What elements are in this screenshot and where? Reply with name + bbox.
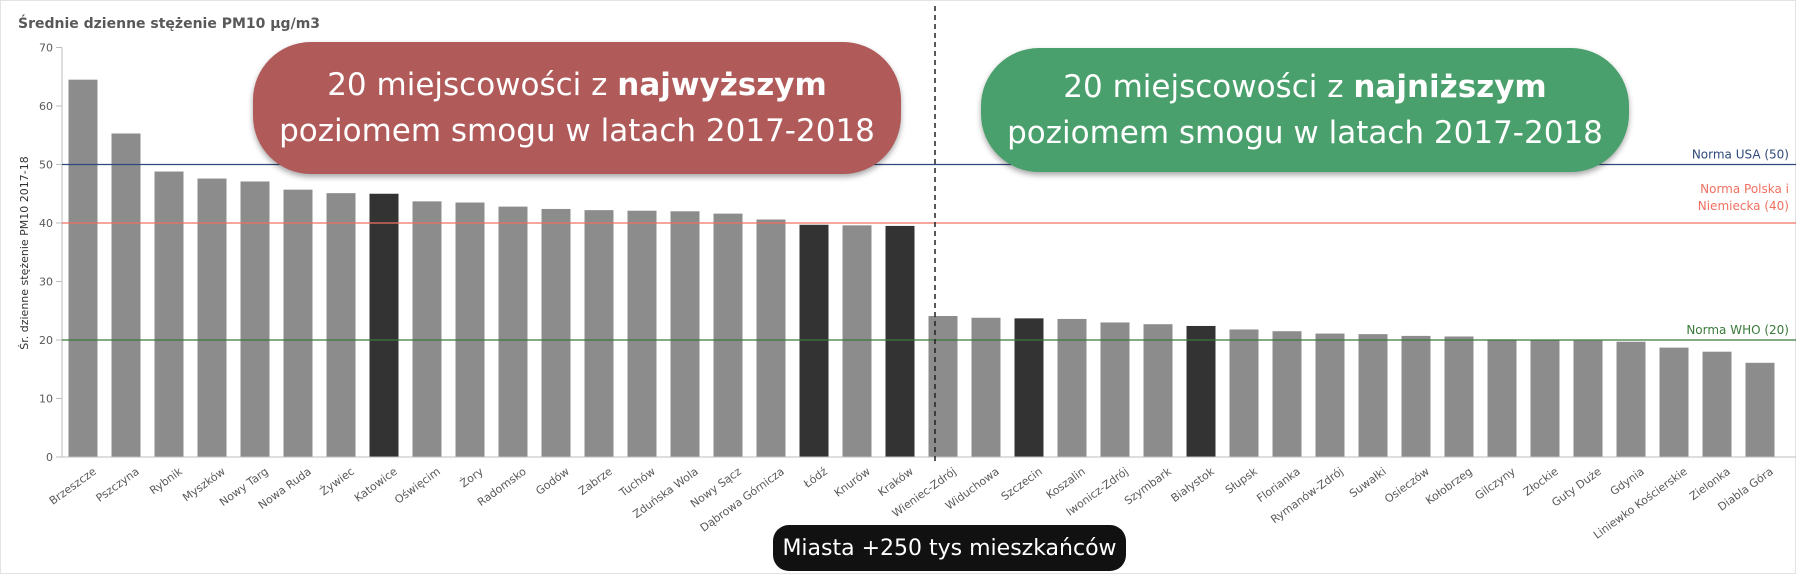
y-tick-label: 50 bbox=[39, 159, 53, 172]
bar bbox=[455, 202, 485, 457]
bar bbox=[1702, 351, 1732, 457]
bar bbox=[154, 171, 184, 457]
y-tick-label: 30 bbox=[39, 276, 53, 289]
bar bbox=[1186, 325, 1216, 457]
x-tick-label: Żory bbox=[458, 465, 487, 491]
bar bbox=[541, 208, 571, 457]
bar bbox=[1100, 322, 1130, 457]
callout-highest-post: poziomem smogu w latach 2017-2018 bbox=[279, 113, 875, 149]
x-tick-label: Gdynia bbox=[1608, 465, 1647, 498]
x-tick-label: Katowice bbox=[352, 465, 400, 505]
bar bbox=[1487, 339, 1517, 457]
bar bbox=[283, 189, 313, 457]
bar bbox=[1745, 362, 1775, 457]
x-tick-label: Pszczyna bbox=[94, 465, 142, 505]
x-tick-label: Kołobrzeg bbox=[1423, 465, 1475, 507]
bar bbox=[1573, 340, 1603, 457]
city-filter-pill: Miasta +250 tys mieszkańców bbox=[773, 525, 1126, 571]
reference-line-label: Niemiecka (40) bbox=[1698, 199, 1789, 213]
bar bbox=[1530, 340, 1560, 457]
bar bbox=[971, 317, 1001, 457]
bar bbox=[240, 181, 270, 457]
x-tick-label: Zabrze bbox=[576, 465, 615, 498]
y-tick-label: 20 bbox=[39, 334, 53, 347]
chart-title: Średnie dzienne stężenie PM10 µg/m3 bbox=[18, 16, 321, 32]
bar bbox=[756, 219, 786, 457]
bar bbox=[111, 133, 141, 457]
x-tick-label: Słupsk bbox=[1223, 465, 1260, 497]
callout-lowest-pre: 20 miejscowości z bbox=[1063, 69, 1354, 105]
reference-line-label: Norma WHO (20) bbox=[1686, 323, 1789, 337]
bar bbox=[1401, 335, 1431, 457]
x-tick-label: Żywiec bbox=[318, 465, 357, 498]
bar bbox=[713, 213, 743, 457]
y-tick-label: 40 bbox=[39, 217, 53, 230]
bar bbox=[1616, 341, 1646, 457]
y-tick-label: 10 bbox=[39, 393, 53, 406]
callout-lowest-text: 20 miejscowości z najniższym poziomem sm… bbox=[981, 64, 1629, 156]
bar bbox=[584, 210, 614, 457]
bar bbox=[1315, 333, 1345, 457]
y-tick-label: 70 bbox=[39, 42, 53, 55]
callout-highest-text: 20 miejscowości z najwyższym poziomem sm… bbox=[253, 62, 901, 154]
y-tick-label: 0 bbox=[46, 451, 53, 464]
x-tick-label: Gilczyny bbox=[1473, 465, 1519, 503]
x-tick-label: Rybnik bbox=[147, 465, 185, 498]
reference-line-label: Norma USA (50) bbox=[1692, 148, 1789, 162]
callout-lowest-bold: najniższym bbox=[1353, 69, 1547, 105]
x-tick-label: Knurów bbox=[832, 465, 873, 500]
bar bbox=[885, 225, 915, 457]
callout-highest-pre: 20 miejscowości z bbox=[327, 67, 618, 103]
bar bbox=[68, 79, 98, 458]
bar bbox=[326, 193, 356, 458]
bar bbox=[670, 211, 700, 457]
x-tick-label: Białystok bbox=[1169, 465, 1218, 505]
bar bbox=[627, 210, 657, 457]
bar bbox=[1444, 336, 1474, 457]
bar bbox=[498, 206, 528, 457]
bar bbox=[1659, 347, 1689, 457]
y-tick-label: 60 bbox=[39, 100, 53, 113]
bar bbox=[1143, 324, 1173, 457]
bar bbox=[928, 316, 958, 457]
x-tick-label: Łódź bbox=[801, 465, 830, 491]
bar bbox=[1272, 331, 1302, 457]
x-tick-label: Brzeszcze bbox=[47, 465, 99, 508]
x-tick-label: Rymanów-Zdrój bbox=[1268, 465, 1345, 526]
callout-highest: 20 miejscowości z najwyższym poziomem sm… bbox=[253, 42, 901, 174]
callout-lowest: 20 miejscowości z najniższym poziomem sm… bbox=[981, 48, 1629, 172]
bar bbox=[369, 193, 399, 457]
bar bbox=[1057, 318, 1087, 457]
bar bbox=[1358, 334, 1388, 457]
bar bbox=[842, 225, 872, 457]
reference-line-label: Norma Polska i bbox=[1700, 182, 1789, 196]
x-tick-label: Radomsko bbox=[475, 465, 529, 509]
bar bbox=[197, 178, 227, 458]
x-tick-label: Godów bbox=[533, 465, 571, 498]
y-axis-title: Śr. dzienne stężenie PM10 2017-18 bbox=[18, 156, 31, 350]
bar bbox=[412, 201, 442, 457]
callout-highest-bold: najwyższym bbox=[617, 67, 827, 103]
bar bbox=[1014, 318, 1044, 457]
x-tick-label: Szymbark bbox=[1122, 465, 1174, 508]
x-tick-label: Szczecin bbox=[999, 465, 1045, 503]
callout-lowest-post: poziomem smogu w latach 2017-2018 bbox=[1007, 115, 1603, 151]
bar bbox=[799, 224, 829, 457]
x-tick-label: Oświęcim bbox=[392, 465, 443, 507]
bar bbox=[1229, 329, 1259, 457]
